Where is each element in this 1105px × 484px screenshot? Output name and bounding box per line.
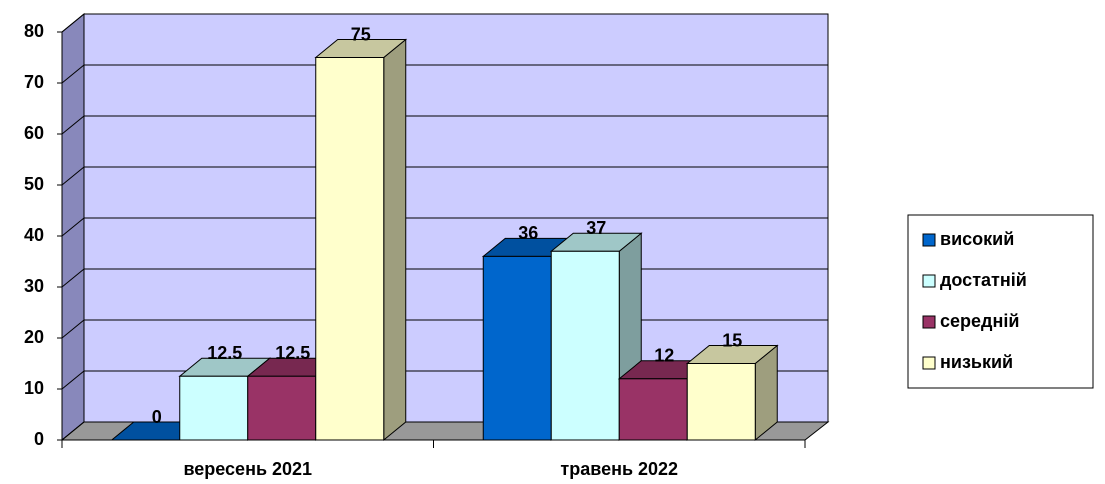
bar-front <box>247 375 317 441</box>
y-tick-label: 0 <box>34 429 44 449</box>
legend-label: достатній <box>940 270 1027 290</box>
legend-label: високий <box>940 229 1014 249</box>
y-tick-label: 60 <box>24 123 44 143</box>
grid-line-side <box>61 268 85 288</box>
value-label: 36 <box>518 223 538 243</box>
y-tick-label: 80 <box>24 21 44 41</box>
value-label: 12.5 <box>275 343 310 363</box>
value-label: 37 <box>586 218 606 238</box>
value-label: 0 <box>152 407 162 427</box>
bar <box>685 344 779 442</box>
bar <box>314 38 408 442</box>
value-label: 12 <box>654 346 674 366</box>
legend-swatch <box>922 356 936 370</box>
x-tick-label: травень 2022 <box>560 459 678 479</box>
grid-line-side <box>61 64 85 84</box>
legend-swatch <box>922 315 936 329</box>
bar-front <box>686 363 756 441</box>
y-tick-label: 50 <box>24 174 44 194</box>
legend-swatch <box>922 233 936 247</box>
grid-line-side <box>61 115 85 135</box>
x-tick-label: вересень 2021 <box>183 459 312 479</box>
value-label: 15 <box>722 330 742 350</box>
y-tick-label: 30 <box>24 276 44 296</box>
y-tick-label: 40 <box>24 225 44 245</box>
bar-front <box>618 378 688 441</box>
y-tick-label: 10 <box>24 378 44 398</box>
grid-line-side <box>61 319 85 339</box>
bar-front <box>315 57 385 441</box>
value-label: 75 <box>351 24 371 44</box>
grid-line-side <box>61 421 85 441</box>
bar-front <box>482 255 552 441</box>
bar-front <box>179 375 249 441</box>
grid-line-side <box>61 370 85 390</box>
legend-swatch <box>922 274 936 288</box>
legend-label: низький <box>940 352 1013 372</box>
y-tick-label: 70 <box>24 72 44 92</box>
legend-box <box>907 214 1094 389</box>
grid-line-side <box>61 13 85 33</box>
bar-front <box>550 250 620 441</box>
grid-line-side <box>61 217 85 237</box>
bar-side <box>383 38 407 442</box>
y-tick-label: 20 <box>24 327 44 347</box>
value-label: 12.5 <box>207 343 242 363</box>
legend-label: середній <box>940 311 1019 331</box>
grid-line-side <box>61 166 85 186</box>
